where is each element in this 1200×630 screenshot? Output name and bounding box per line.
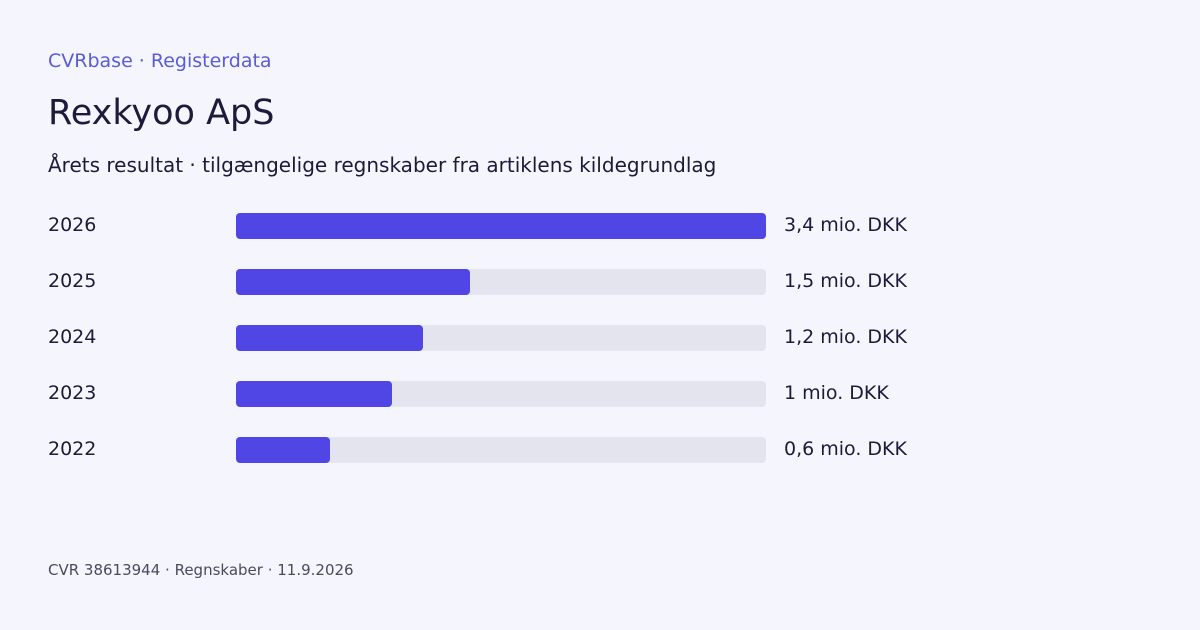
value-label: 1 mio. DKK <box>784 382 889 404</box>
brand-label: CVRbase · Registerdata <box>48 50 272 72</box>
page-title: Rexkyoo ApS <box>48 93 275 133</box>
bar-track <box>236 437 766 463</box>
value-label: 0,6 mio. DKK <box>784 438 907 460</box>
bar-row: 2022 0,6 mio. DKK <box>0 430 1200 470</box>
category-label: 2022 <box>48 438 97 460</box>
bar <box>236 437 330 463</box>
category-label: 2023 <box>48 382 97 404</box>
chart-subtitle: Årets resultat · tilgængelige regnskaber… <box>48 153 717 177</box>
bar-row: 2023 1 mio. DKK <box>0 374 1200 414</box>
bar <box>236 381 392 407</box>
bar-track <box>236 269 766 295</box>
value-label: 1,5 mio. DKK <box>784 270 907 292</box>
category-label: 2025 <box>48 270 97 292</box>
bar-row: 2025 1,5 mio. DKK <box>0 262 1200 302</box>
bar-track <box>236 213 766 239</box>
bar <box>236 325 423 351</box>
bar <box>236 213 766 239</box>
category-label: 2024 <box>48 326 97 348</box>
bar-track <box>236 381 766 407</box>
bar-row: 2026 3,4 mio. DKK <box>0 206 1200 246</box>
value-label: 3,4 mio. DKK <box>784 214 907 236</box>
footer-text: CVR 38613944 · Regnskaber · 11.9.2026 <box>48 561 354 579</box>
category-label: 2026 <box>48 214 97 236</box>
bar-row: 2024 1,2 mio. DKK <box>0 318 1200 358</box>
bar <box>236 269 470 295</box>
value-label: 1,2 mio. DKK <box>784 326 907 348</box>
bar-track <box>236 325 766 351</box>
